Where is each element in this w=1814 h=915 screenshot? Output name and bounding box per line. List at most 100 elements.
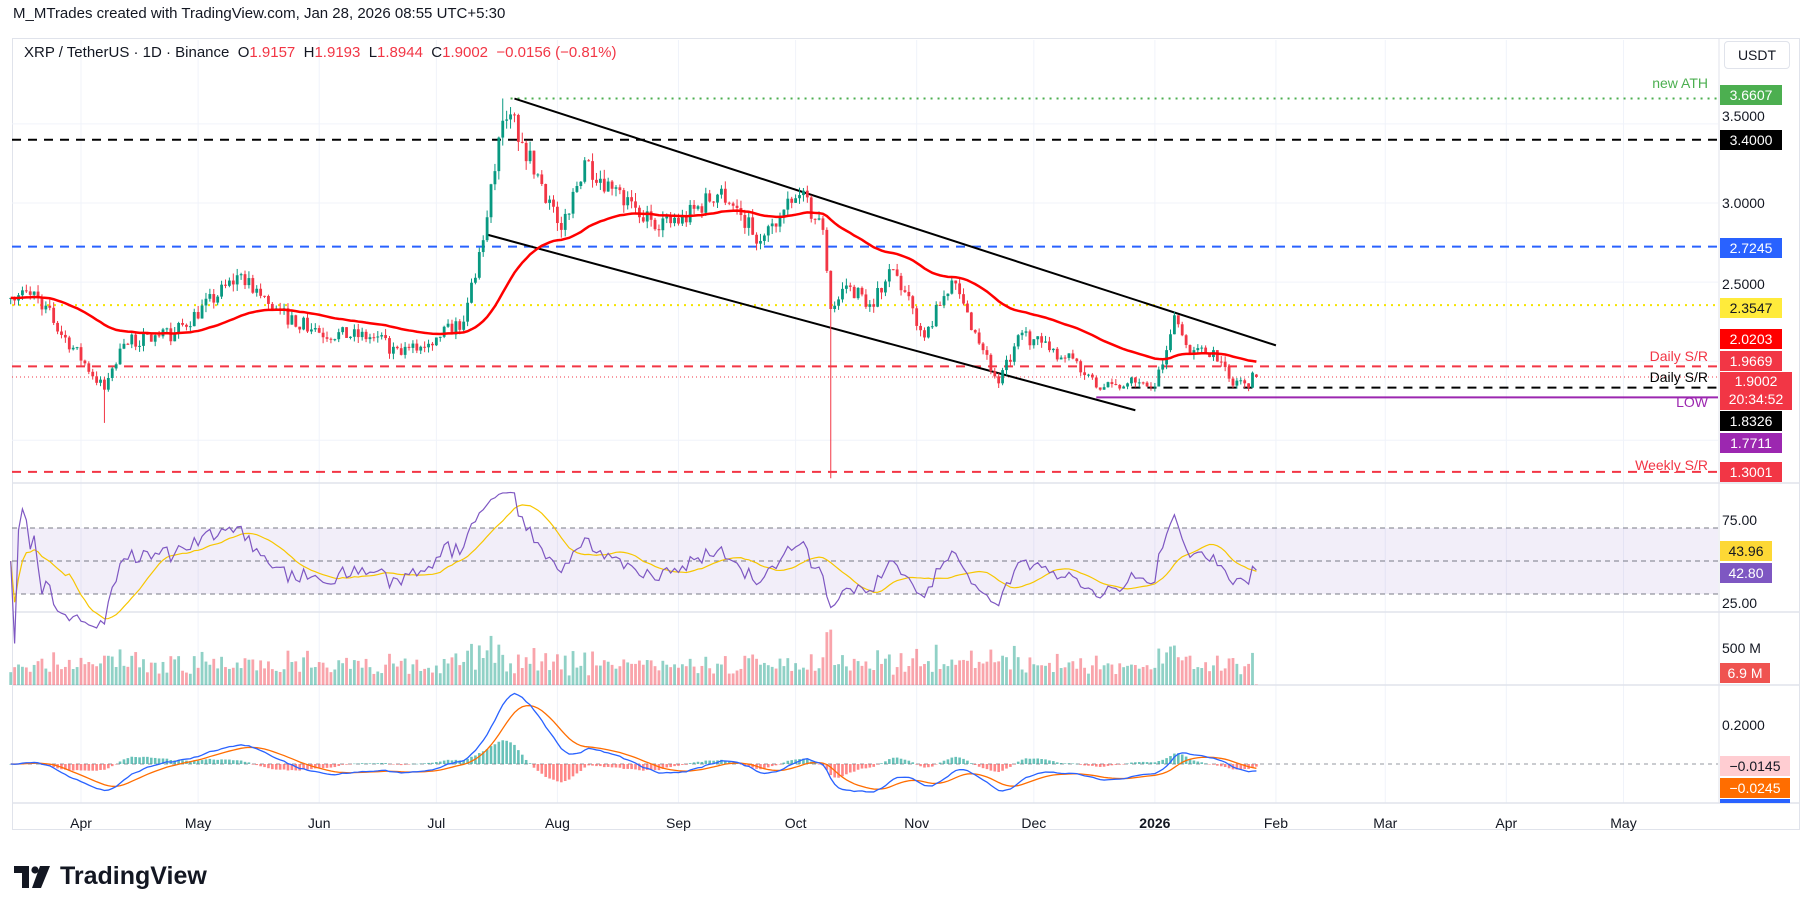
candle-body	[844, 285, 848, 289]
candle-body	[880, 287, 883, 293]
macd-histogram-bar	[134, 757, 137, 764]
macd-histogram-bar	[845, 764, 848, 775]
volume-bar	[493, 662, 497, 685]
volume-bar	[24, 667, 28, 685]
macd-histogram-bar	[747, 764, 751, 767]
tradingview-logo-icon	[14, 865, 50, 888]
candle-body	[1215, 350, 1219, 362]
volume-bar	[122, 665, 126, 685]
time-axis-label: Nov	[904, 815, 930, 831]
macd-histogram-bar	[1087, 764, 1090, 766]
candle-body	[1012, 346, 1016, 362]
candle-body	[368, 337, 372, 340]
macd-histogram-bar	[360, 763, 364, 764]
candle-body	[887, 269, 891, 282]
macd-histogram-bar	[1177, 753, 1180, 764]
volume-bar	[1161, 663, 1165, 685]
volume-bar	[407, 673, 411, 685]
volume-bar	[286, 650, 290, 685]
currency-button[interactable]: USDT	[1724, 41, 1790, 69]
volume-tick: 500 M	[1722, 640, 1761, 656]
macd-histogram-bar	[263, 764, 266, 768]
volume-bar	[770, 666, 774, 685]
tradingview-logo[interactable]: TradingView	[14, 862, 207, 891]
macd-histogram-bar	[1192, 760, 1196, 764]
candle-body	[969, 312, 973, 331]
volume-bar	[1059, 668, 1063, 685]
macd-histogram-bar	[196, 760, 200, 764]
volume-bar	[200, 651, 204, 685]
macd-histogram-bar	[794, 759, 797, 764]
candle-body	[1255, 374, 1258, 377]
volume-bar	[645, 660, 649, 685]
macd-histogram-bar	[884, 761, 887, 764]
macd-histogram-bar	[71, 764, 75, 771]
candle-body	[591, 161, 594, 180]
candle-body	[32, 291, 36, 295]
candle-body	[837, 299, 840, 306]
volume-bar	[1118, 663, 1122, 685]
volume-bar	[329, 672, 333, 685]
candle-body	[575, 186, 579, 192]
volume-bar	[1028, 657, 1032, 685]
candle-body	[926, 326, 930, 338]
candle-body	[438, 336, 442, 338]
volume-bar	[1130, 664, 1133, 685]
candle-body	[337, 332, 341, 340]
macd-histogram-bar	[267, 764, 270, 769]
volume-bar	[337, 660, 341, 685]
macd-histogram-bar	[181, 760, 184, 764]
candle-body	[227, 280, 231, 286]
macd-signal-line	[10, 704, 1257, 790]
macd-histogram-bar	[396, 764, 399, 765]
candle-body	[966, 303, 969, 313]
macd-histogram-bar	[1009, 764, 1012, 767]
daily-sr-annotation: Daily S/R	[1649, 348, 1708, 364]
macd-histogram-bar	[1243, 764, 1246, 770]
macd-histogram-bar	[48, 764, 52, 766]
rsi-tick: 25.00	[1722, 595, 1758, 611]
daily-sr2-price-label: 1.8326	[1720, 411, 1782, 431]
macd-histogram-bar	[364, 763, 368, 764]
candle-body	[1176, 315, 1180, 325]
volume-bar	[1055, 653, 1059, 685]
candle-body	[286, 308, 290, 325]
volume-bar	[36, 661, 40, 685]
macd-histogram-bar	[1067, 763, 1071, 764]
candle-body	[1196, 348, 1200, 351]
candle-body	[829, 270, 833, 309]
macd-histogram-bar	[1016, 761, 1020, 764]
macd-histogram-label: −0.0145	[1720, 756, 1790, 776]
macd-histogram-bar	[231, 760, 235, 764]
macd-histogram-bar	[1165, 758, 1168, 764]
volume-bar	[1176, 657, 1180, 685]
candle-body	[989, 354, 993, 372]
macd-histogram-bar	[462, 760, 465, 764]
candle-body	[731, 203, 735, 206]
candle-body	[774, 223, 778, 227]
candle-body	[1110, 382, 1114, 385]
volume-bar	[1040, 665, 1044, 685]
macd-histogram-bar	[770, 764, 774, 767]
macd-histogram-bar	[923, 764, 926, 768]
macd-histogram-bar	[813, 763, 817, 764]
volume-bar	[1071, 661, 1075, 685]
volume-bar	[438, 673, 442, 685]
macd-histogram-bar	[1239, 764, 1243, 770]
candle-body	[477, 252, 481, 278]
macd-histogram-bar	[848, 764, 852, 773]
candle-body	[1106, 382, 1110, 388]
candle-body	[376, 336, 380, 338]
volume-bar	[497, 644, 501, 685]
macd-histogram-bar	[837, 764, 840, 778]
macd-signal-label: −0.0245	[1720, 778, 1790, 798]
candle-body	[462, 321, 466, 330]
candle-body	[24, 290, 28, 292]
candle-body	[1016, 335, 1020, 347]
macd-histogram-bar	[1005, 764, 1008, 769]
macd-histogram-bar	[634, 764, 637, 770]
symbol-name[interactable]: XRP / TetherUS · 1D · Binance	[24, 44, 230, 61]
volume-bar	[485, 650, 489, 685]
macd-histogram-bar	[1219, 764, 1223, 767]
